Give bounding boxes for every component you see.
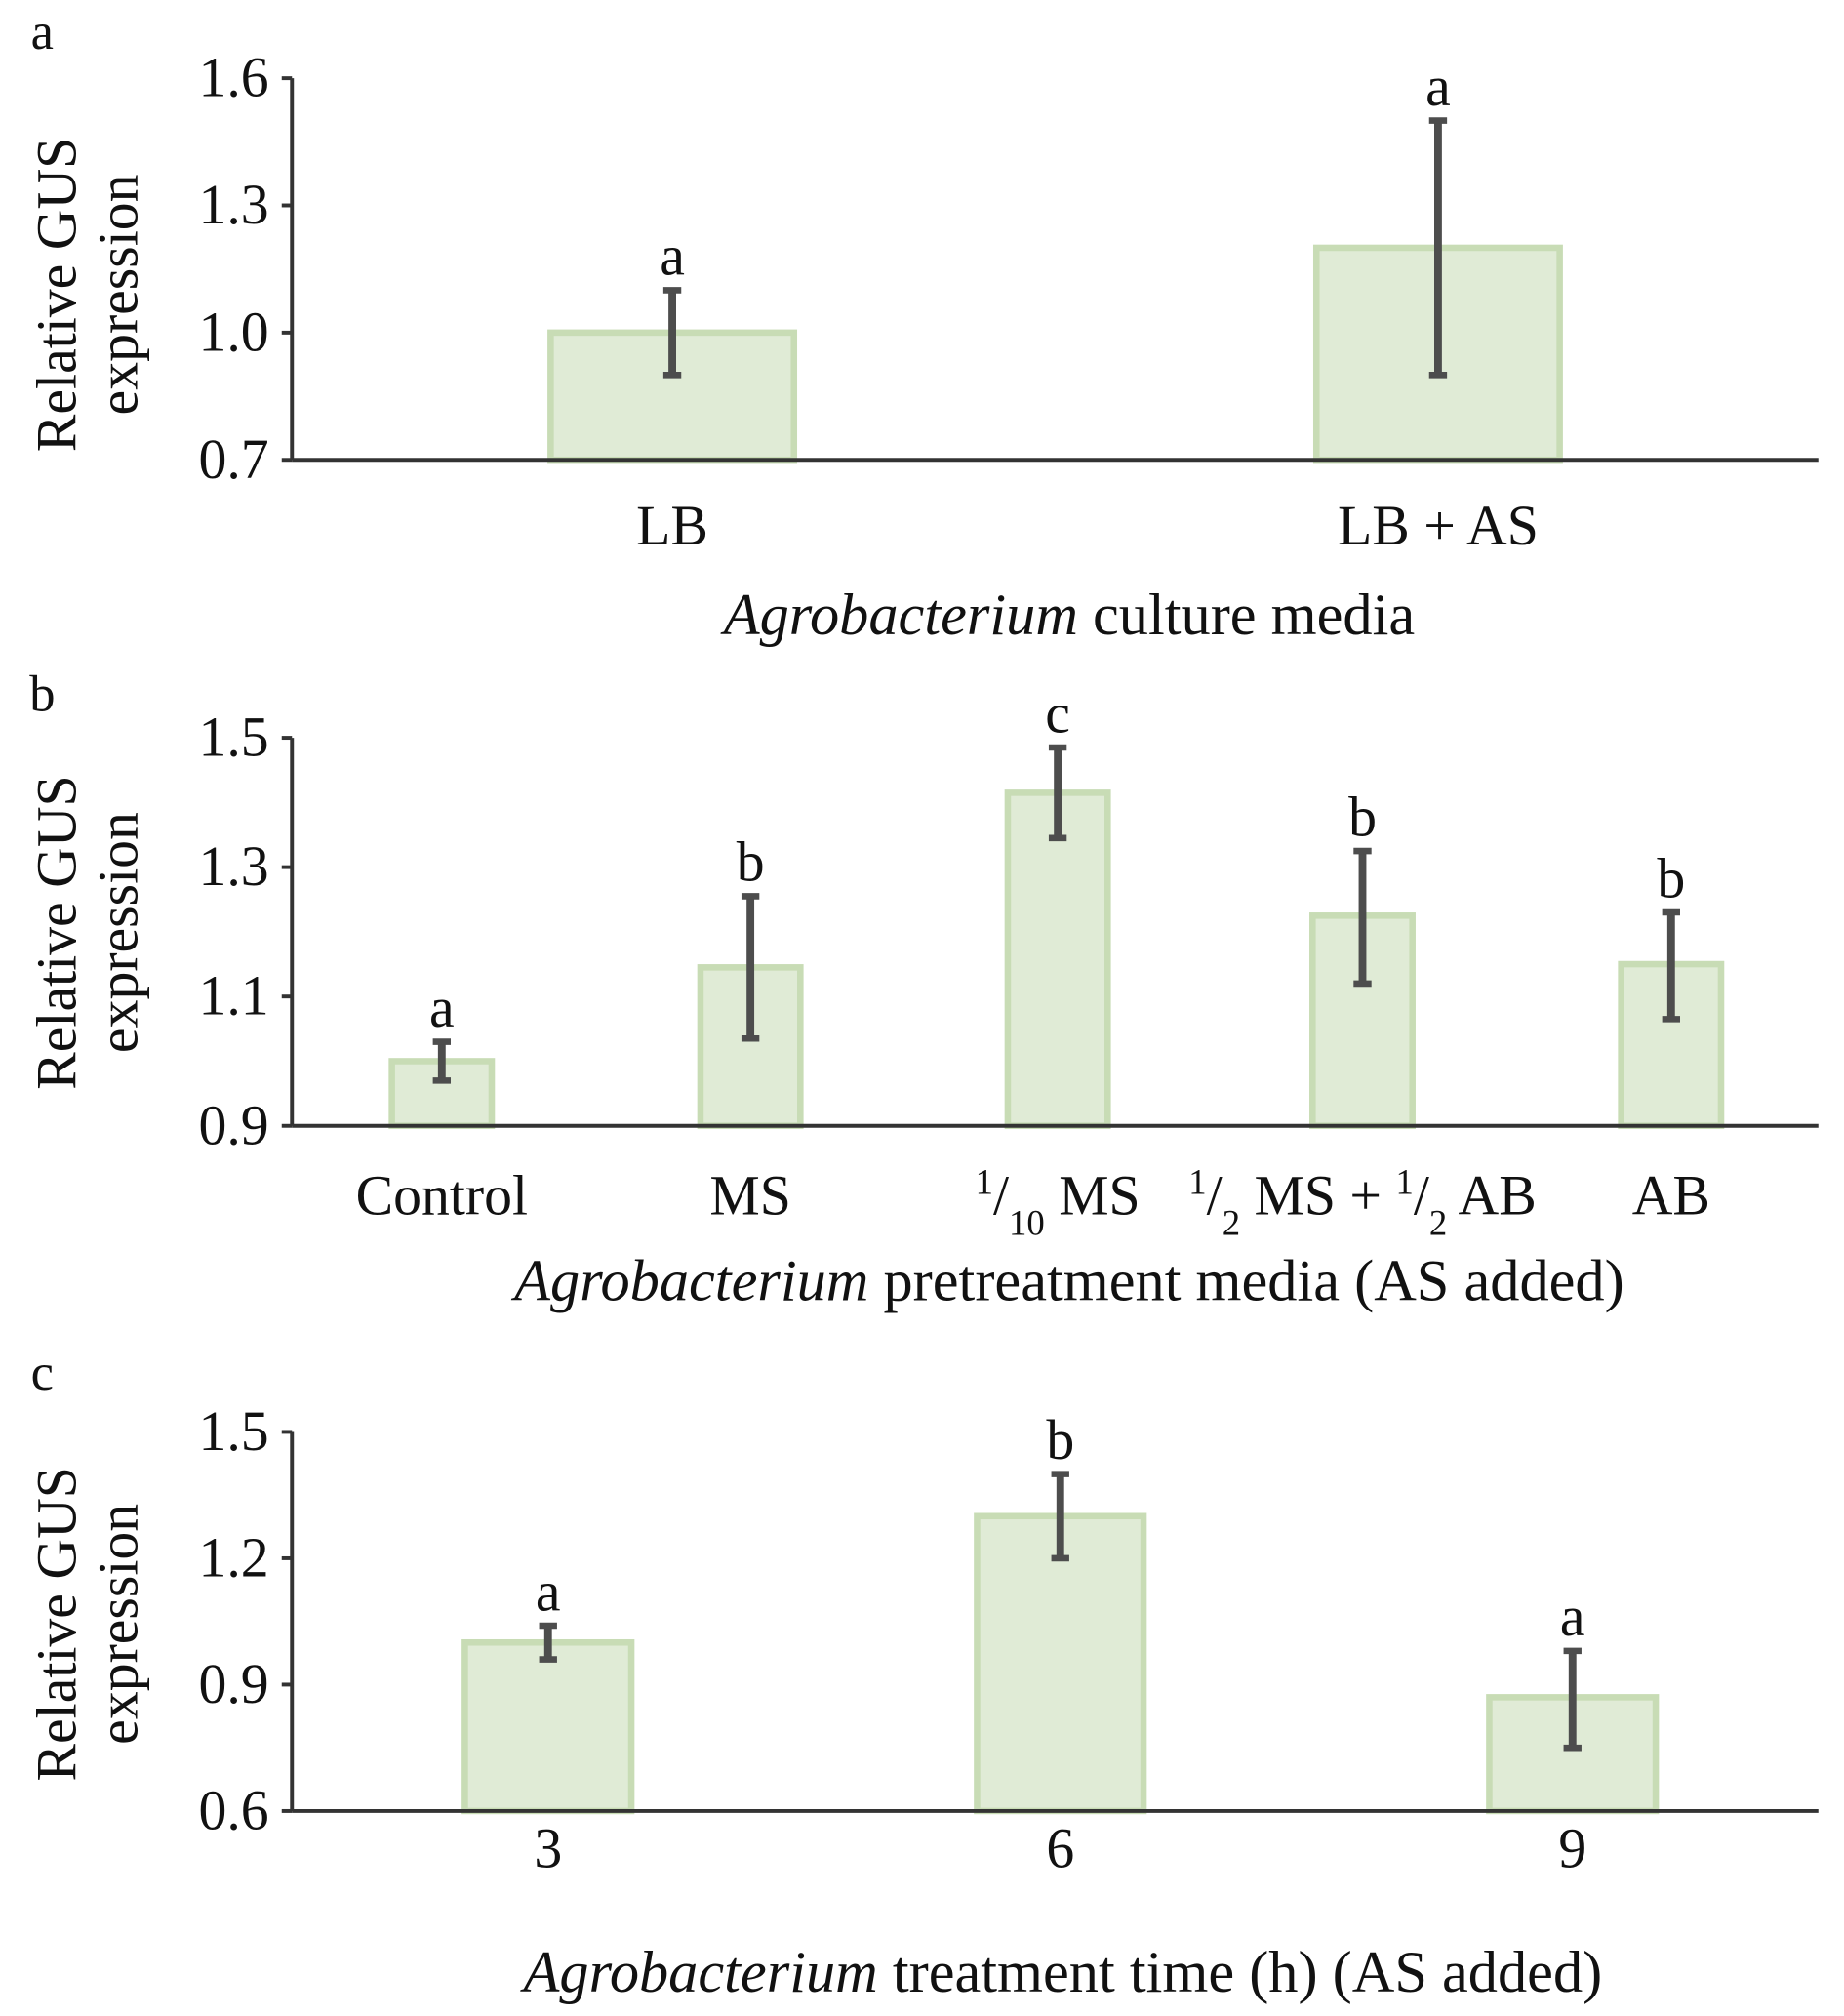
bar — [1486, 1694, 1660, 1815]
category-label-part: 3 — [534, 1819, 562, 1880]
category-label-part: / — [993, 1165, 1010, 1227]
category-label-part: / — [1207, 1165, 1223, 1227]
bar — [1004, 789, 1111, 1130]
significance-label: a — [1560, 1587, 1585, 1648]
y-tick-label: 0.9 — [198, 1095, 268, 1156]
category-label-part: LB + AS — [1338, 496, 1539, 557]
y-axis-label: expression — [89, 174, 150, 415]
x-axis-label-rest: treatment time (h) (AS added) — [878, 1940, 1603, 2005]
y-tick-label: 1.6 — [198, 48, 268, 109]
y-axis-label: Relative GUS — [27, 138, 89, 452]
y-tick-label: 0.6 — [198, 1780, 268, 1841]
y-axis-label: Relative GUS — [27, 775, 89, 1089]
category-label-part: Control — [356, 1165, 528, 1227]
y-tick-label: 1.5 — [198, 707, 268, 769]
significance-label: b — [1046, 1410, 1074, 1472]
category-label-part: 10 — [1009, 1202, 1045, 1242]
category-label: MS — [709, 1165, 790, 1227]
y-tick-label: 1.1 — [198, 966, 268, 1028]
x-axis-label-rest: pretreatment media (AS added) — [868, 1248, 1624, 1313]
significance-label: b — [1657, 848, 1685, 909]
category-label-part: 1 — [1188, 1161, 1206, 1201]
panel-b: b Relative GUS expression a Control b MS c 1/10 … — [27, 666, 1819, 1313]
y-axis-label: Relative GUS — [27, 1467, 89, 1781]
y-tick-label: 1.3 — [198, 836, 268, 898]
category-label-part: 6 — [1046, 1819, 1074, 1880]
category-label: LB + AS — [1338, 496, 1539, 557]
panel-label: c — [31, 1345, 54, 1401]
significance-label: b — [1348, 786, 1377, 848]
x-axis-label-italic: Agrobacterium — [510, 1248, 868, 1313]
y-tick-label: 1.0 — [198, 302, 268, 363]
significance-label: a — [429, 978, 455, 1039]
x-axis-label: Agrobacterium culture media — [720, 583, 1415, 648]
bar — [461, 1638, 635, 1815]
y-tick-label: 1.3 — [198, 175, 268, 236]
category-label: 6 — [1046, 1819, 1074, 1880]
y-axis-label: expression — [89, 812, 150, 1053]
x-axis-label-italic: Agrobacterium — [720, 583, 1078, 648]
category-label-part: 2 — [1223, 1202, 1240, 1242]
category-label-part: / — [1414, 1165, 1430, 1227]
significance-label: a — [660, 226, 685, 288]
significance-label: a — [1425, 57, 1451, 118]
panel-label: a — [31, 4, 54, 60]
category-label-part: AB — [1447, 1165, 1536, 1227]
x-axis-label: Agrobacterium treatment time (h) (AS add… — [520, 1940, 1603, 2005]
x-axis-label: Agrobacterium pretreatment media (AS add… — [510, 1248, 1624, 1313]
x-axis-label-italic: Agrobacterium — [520, 1940, 878, 2005]
x-axis-label-rest: culture media — [1078, 583, 1415, 648]
panel-label: b — [29, 666, 55, 723]
significance-label: c — [1045, 683, 1070, 745]
y-tick-label: 1.5 — [198, 1401, 268, 1463]
significance-label: b — [737, 832, 765, 894]
category-label-part: AB — [1632, 1165, 1710, 1227]
category-label: 3 — [534, 1819, 562, 1880]
category-label-part: MS + — [1240, 1165, 1395, 1227]
category-label-part: 9 — [1558, 1819, 1586, 1880]
category-label: 9 — [1558, 1819, 1586, 1880]
category-label: 1/2 MS + 1/2 AB — [1188, 1161, 1536, 1242]
y-tick-label: 1.2 — [198, 1527, 268, 1589]
y-tick-label: 0.9 — [198, 1654, 268, 1715]
panel-c: c Relative GUS expression a 3 b 6 a 9 0.6 0.9 1.2 1.… — [27, 1345, 1819, 2005]
category-label: 1/10 MS — [976, 1161, 1141, 1242]
y-axis-label: expression — [89, 1504, 150, 1745]
category-label-part: MS — [709, 1165, 790, 1227]
category-label-part: LB — [636, 496, 708, 557]
category-label: Control — [356, 1165, 528, 1227]
category-label: AB — [1632, 1165, 1710, 1227]
panel-a: a Relative GUS expression a LB a LB + AS 0.7 1.0… — [27, 4, 1819, 648]
y-tick-label: 0.7 — [198, 429, 268, 491]
bar — [974, 1512, 1147, 1815]
category-label-part: 2 — [1429, 1202, 1447, 1242]
category-label-part: 1 — [1395, 1161, 1413, 1201]
category-label: LB — [636, 496, 708, 557]
category-label-part: 1 — [976, 1161, 993, 1201]
significance-label: a — [536, 1561, 561, 1623]
category-label-part: MS — [1045, 1165, 1141, 1227]
